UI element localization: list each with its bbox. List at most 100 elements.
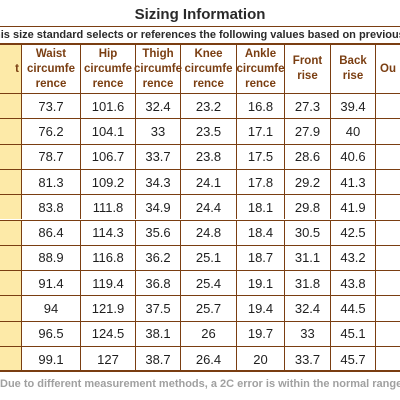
table-cell: 20 [237,347,285,370]
table-cell: 88.9 [22,245,81,271]
column-header: Back rise [331,45,376,93]
table-cell: 17.5 [237,144,285,169]
column-header-line: t [15,62,19,75]
table-cell: 41.9 [331,195,376,220]
table-cell [0,245,22,271]
table-cell [0,296,22,321]
table-cell: 19.7 [237,321,285,346]
table-cell: 24.8 [181,220,237,245]
table-cell: 24.1 [181,169,237,195]
column-header: t [0,45,22,93]
table-cell: 45.1 [331,321,376,346]
column-header-line: rence [142,77,174,90]
table-cell: 38.7 [136,347,181,370]
table-row: 86.4 114.3 35.6 24.8 18.4 30.5 42.5 [0,219,400,245]
table-cell: 25.7 [181,296,237,321]
table-cell: 39.4 [331,94,376,119]
table-cell [0,271,22,296]
table-cell: 25.4 [181,271,237,296]
table-cell: 18.7 [237,245,285,271]
table-cell: 96.5 [22,321,81,346]
column-header-line: Waist [35,47,67,60]
table-cell: 29.2 [285,169,331,195]
table-row: 94 121.9 37.5 25.7 19.4 32.4 44.5 [0,295,400,321]
column-header: Knee circumfe rence [181,45,237,93]
column-header-line: rence [92,77,124,90]
table-cell: 76.2 [22,119,81,144]
column-header-line: Front [292,55,323,67]
footnote: Due to different measurement methods, a … [0,378,400,390]
table-cell: 37.5 [136,296,181,321]
table-cell: 124.5 [81,321,136,346]
table-cell: 104.1 [81,119,136,144]
table-cell [376,322,400,346]
table-cell [0,321,22,346]
table-cell [376,170,400,194]
table-cell [0,220,22,245]
table-cell: 111.8 [81,195,136,220]
table-cell: 119.4 [81,271,136,296]
title-divider [0,26,400,27]
column-header-line: circumfe [184,62,233,75]
table-cell: 17.8 [237,169,285,195]
table-cell: 44.5 [331,296,376,321]
table-cell: 33.7 [136,144,181,169]
table-cell: 23.5 [181,119,237,144]
table-cell: 33 [285,321,331,346]
table-cell [376,296,400,320]
table-row: 83.8 111.8 34.9 24.4 18.1 29.8 41.9 [0,194,400,220]
table-cell: 27.9 [285,119,331,144]
table-cell: 106.7 [81,144,136,169]
column-header-line: Knee [194,47,223,60]
table-cell: 99.1 [22,347,81,370]
table-cell [376,145,400,169]
table-cell: 31.8 [285,271,331,296]
table-cell [376,195,400,219]
table-cell: 23.8 [181,144,237,169]
table-cell: 42.5 [331,220,376,245]
table-cell: 27.3 [285,94,331,119]
column-header-line: Back [339,55,367,67]
table-cell [0,195,22,220]
table-cell: 73.7 [22,94,81,119]
table-cell: 43.8 [331,271,376,296]
table-cell: 109.2 [81,169,136,195]
column-header-line: Thigh [142,47,174,60]
size-table: t Waist circumfe rence Hip circumfe rence Thigh… [0,43,400,372]
table-cell [376,271,400,295]
table-cell [0,119,22,144]
page-title: Sizing Information [134,6,266,23]
table-cell [376,347,400,370]
column-header-line: rence [193,77,224,90]
table-cell: 16.8 [237,94,285,119]
column-header-line: circumfe [236,62,285,75]
column-header: Ankle circumfe rence [237,45,285,93]
subtitle: his size standard selects or references … [0,29,400,41]
table-cell: 121.9 [81,296,136,321]
column-header: Waist circumfe rence [22,45,81,93]
column-header-line: rence [35,77,67,90]
table-cell [376,119,400,143]
table-cell: 26 [181,321,237,346]
table-cell: 114.3 [81,220,136,245]
table-cell: 28.6 [285,144,331,169]
table-cell: 36.2 [136,245,181,271]
table-cell: 18.1 [237,195,285,220]
table-cell: 94 [22,296,81,321]
column-header: Hip circumfe rence [81,45,136,93]
table-cell: 45.7 [331,347,376,370]
table-cell: 127 [81,347,136,370]
table-cell: 30.5 [285,220,331,245]
column-header-line: Hip [98,47,118,60]
column-header: Thigh circumfe rence [134,45,182,93]
table-cell: 91.4 [22,271,81,296]
table-cell: 116.8 [81,245,136,271]
table-cell: 26.4 [181,347,237,370]
table-cell: 33 [136,119,181,144]
table-header-row: t Waist circumfe rence Hip circumfe rence Thigh… [0,45,400,93]
table-cell: 34.9 [136,195,181,220]
table-cell: 34.3 [136,169,181,195]
table-cell: 19.4 [237,296,285,321]
table-cell [0,94,22,119]
